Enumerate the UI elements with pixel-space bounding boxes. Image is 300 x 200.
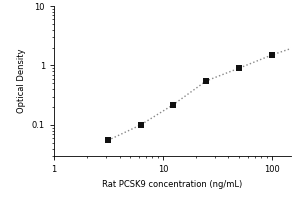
X-axis label: Rat PCSK9 concentration (ng/mL): Rat PCSK9 concentration (ng/mL) [102, 180, 243, 189]
Point [237, 67, 242, 70]
Point [106, 139, 110, 142]
Point [138, 123, 143, 127]
Point [269, 53, 274, 57]
Point [204, 79, 209, 82]
Y-axis label: Optical Density: Optical Density [17, 49, 26, 113]
Point [171, 103, 176, 106]
